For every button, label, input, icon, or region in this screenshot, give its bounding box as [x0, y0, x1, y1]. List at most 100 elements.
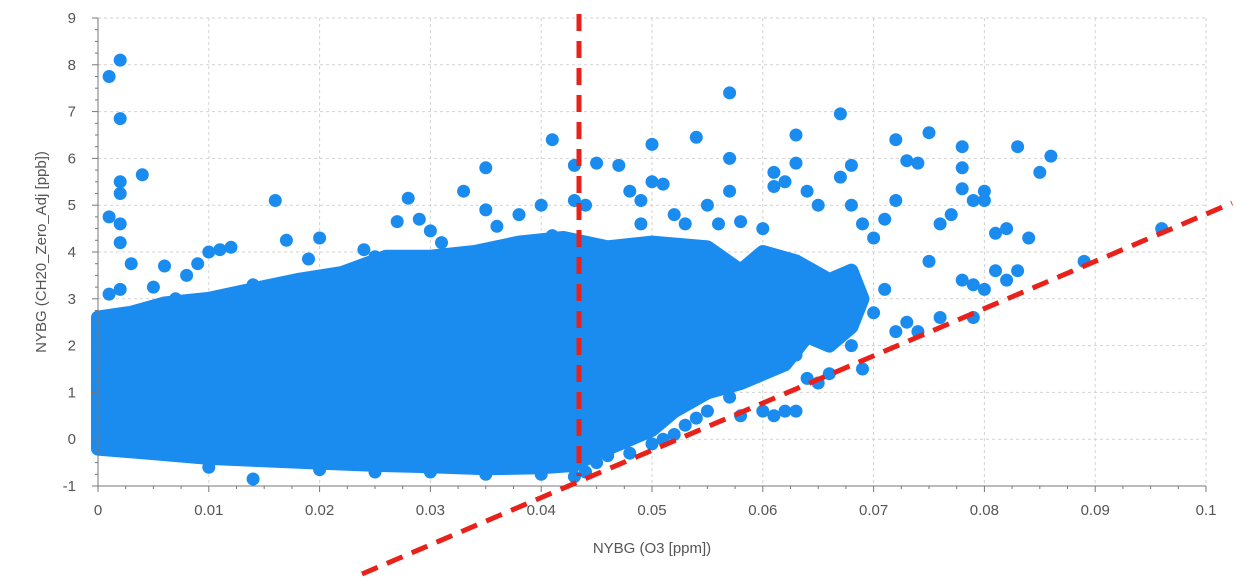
x-tick-label: 0.1 [1196, 502, 1217, 519]
data-point [479, 161, 493, 175]
data-point [545, 229, 559, 243]
data-point [490, 219, 504, 233]
data-point [734, 215, 748, 229]
data-point [856, 217, 869, 231]
data-point [900, 315, 914, 329]
y-tick-label: 0 [68, 431, 76, 448]
data-point [767, 409, 781, 423]
data-point [113, 187, 127, 200]
data-point [423, 465, 437, 479]
x-tick-label: 0.06 [748, 502, 777, 519]
diagonal-boundary-line [361, 200, 1233, 577]
data-point [590, 156, 604, 170]
data-point [368, 250, 382, 264]
data-point [169, 292, 183, 306]
data-point [623, 184, 637, 198]
data-point [313, 231, 327, 245]
data-point [180, 268, 194, 282]
data-point [113, 53, 127, 67]
data-point [966, 278, 980, 292]
data-point [856, 362, 869, 376]
data-point [667, 208, 681, 222]
data-point [900, 154, 914, 168]
data-point [612, 158, 626, 172]
data-point [966, 194, 980, 207]
data-point [667, 428, 681, 441]
data-point [302, 252, 315, 266]
data-point [579, 198, 592, 212]
data-point [922, 126, 936, 140]
data-point [191, 257, 205, 271]
data-point [833, 107, 847, 121]
data-point [844, 158, 858, 172]
annotations [361, 14, 1233, 577]
data-point [457, 184, 471, 198]
data-point [955, 182, 969, 196]
data-point [279, 233, 293, 247]
data-point [1000, 222, 1014, 236]
data-point [113, 282, 127, 296]
x-tick-label: 0.02 [305, 502, 334, 519]
data-point [977, 194, 991, 207]
data-point [623, 446, 637, 460]
y-tick-label: 4 [68, 244, 76, 261]
data-point [368, 465, 382, 479]
data-point [811, 311, 825, 324]
data-point [844, 198, 858, 212]
data-point [833, 170, 847, 184]
data-point [723, 86, 737, 100]
data-point [678, 418, 692, 432]
data-point [1022, 231, 1036, 245]
data-point [645, 437, 659, 451]
data-point [700, 198, 714, 212]
axes: 0 0.01 0.02 0.03 0.04 0.05 0.06 0.07 0.08 0.09 0.1… [63, 10, 1217, 519]
data-point [246, 472, 260, 486]
data-point [955, 273, 969, 287]
y-tick-label: 3 [68, 291, 76, 308]
data-point [822, 367, 836, 381]
data-point [756, 404, 770, 418]
data-point [955, 161, 969, 175]
data-point [911, 156, 925, 170]
data-point [867, 231, 881, 245]
data-point [789, 128, 803, 142]
x-axis-title: NYBG (O3 [ppm]) [593, 540, 711, 557]
data-point [401, 191, 415, 205]
data-point [689, 130, 703, 144]
y-tick-label: 9 [68, 10, 76, 27]
data-point [601, 449, 615, 463]
data-point [202, 460, 216, 474]
x-tick-label: 0.09 [1081, 502, 1110, 519]
data-point [844, 339, 858, 353]
data-point [268, 194, 282, 207]
data-point [678, 217, 692, 231]
data-point [1011, 140, 1025, 154]
data-point [656, 177, 670, 191]
data-point [933, 311, 947, 324]
data-point [778, 329, 792, 343]
data-point [158, 259, 171, 273]
data-point [767, 165, 781, 179]
data-point [1044, 149, 1058, 163]
data-point [700, 404, 714, 418]
data-point [545, 133, 559, 147]
data-point [146, 280, 160, 294]
data-point [789, 156, 803, 170]
data-point [944, 208, 958, 222]
data-point [634, 194, 648, 207]
data-point [479, 203, 493, 217]
x-tick-label: 0.05 [637, 502, 666, 519]
data-point [412, 212, 426, 226]
data-point [479, 467, 493, 481]
data-point [135, 168, 149, 182]
data-point [889, 194, 903, 207]
y-tick-label: 5 [68, 197, 76, 214]
data-point [102, 287, 116, 301]
data-point [778, 404, 792, 418]
data-point [878, 282, 892, 296]
y-tick-label: 8 [68, 57, 76, 74]
data-point [113, 236, 127, 250]
data-point [878, 212, 892, 226]
data-point [723, 151, 737, 165]
